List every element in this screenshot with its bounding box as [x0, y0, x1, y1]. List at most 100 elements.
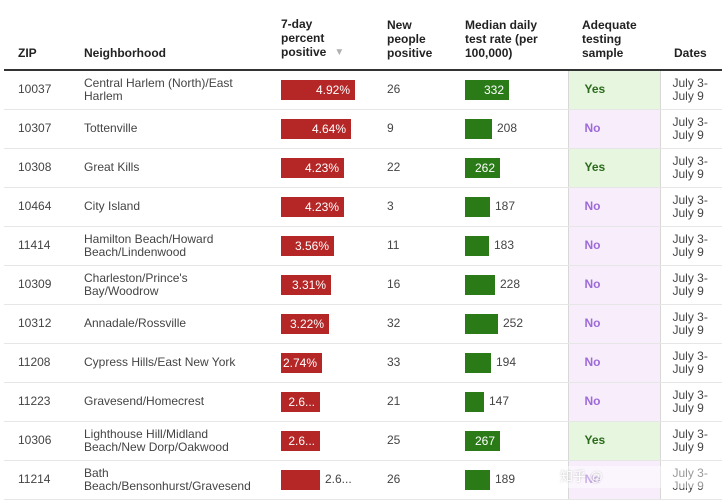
- percent-positive-label: 4.64%: [311, 121, 346, 136]
- table-row: 10309 Charleston/Prince's Bay/Woodrow 3.31%…: [4, 265, 722, 305]
- test-rate-cell: 228: [451, 265, 568, 305]
- percent-positive-bar: 4.92%: [281, 79, 355, 100]
- percent-positive-label: 3.31%: [291, 277, 326, 292]
- zip-value: 10306: [18, 433, 52, 447]
- header-row: ZIP Neighborhood 7-day percent positive ▼…: [4, 0, 722, 71]
- percent-positive-cell: 4.23%: [267, 148, 373, 188]
- header-neighborhood[interactable]: Neighborhood: [70, 0, 267, 71]
- adequate-sample-cell: No: [567, 109, 661, 149]
- adequate-sample-cell: No: [567, 187, 661, 227]
- adequate-sample-cell: No: [567, 304, 661, 344]
- header-percent-positive[interactable]: 7-day percent positive ▼: [267, 0, 373, 71]
- adequate-sample-value: No: [584, 355, 601, 369]
- test-rate-cell: 332: [451, 70, 568, 110]
- adequate-sample-cell: No: [567, 460, 661, 500]
- table-row: 10464 City Island 4.23% 3 187 No July 3- July 9: [4, 187, 722, 227]
- zip-value: 11414: [18, 238, 51, 252]
- zip-cell: 11214: [4, 460, 70, 500]
- dates-cell: July 3- July 9: [660, 382, 722, 422]
- test-rate-bar: [465, 352, 491, 373]
- new-positive-cell: 32: [373, 304, 451, 344]
- new-positive-cell: 22: [373, 148, 451, 188]
- test-rate-bar: [465, 469, 490, 490]
- zip-value: 10312: [18, 316, 52, 330]
- header-test-rate[interactable]: Median daily test rate (per 100,000): [451, 0, 568, 71]
- percent-positive-bar: 3.22%: [281, 313, 329, 334]
- adequate-sample-cell: Yes: [567, 148, 661, 188]
- date-start: July 3-: [672, 387, 708, 402]
- percent-positive-cell: 4.64%: [267, 109, 373, 149]
- test-rate-label: 147: [489, 394, 510, 408]
- test-rate-label: 252: [503, 316, 524, 330]
- zip-value: 10037: [18, 82, 52, 97]
- adequate-sample-value: No: [584, 199, 601, 213]
- test-rate-cell: 147: [451, 382, 568, 422]
- date-start: July 3-: [672, 426, 708, 441]
- neighborhood-cell: Central Harlem (North)/East Harlem: [70, 70, 267, 110]
- header-dates[interactable]: Dates: [660, 0, 722, 71]
- percent-positive-bar: 2.6...: [281, 391, 320, 412]
- new-positive-value: 25: [387, 433, 401, 447]
- test-rate-bar: [465, 235, 489, 256]
- test-rate-cell: 262: [451, 148, 568, 188]
- zip-cell: 11414: [4, 226, 70, 266]
- percent-positive-bar: 4.23%: [281, 196, 344, 217]
- new-positive-cell: 9: [373, 109, 451, 149]
- header-new-positive[interactable]: New people positive: [373, 0, 451, 71]
- test-rate-cell: 252: [451, 304, 568, 344]
- date-start: July 3-: [672, 309, 708, 324]
- zip-cell: 10307: [4, 109, 70, 149]
- adequate-sample-cell: Yes: [567, 70, 661, 110]
- adequate-sample-cell: No: [567, 226, 661, 266]
- percent-positive-bar: 2.74%: [281, 352, 322, 373]
- adequate-sample-cell: No: [567, 382, 661, 422]
- percent-positive-label: 3.22%: [289, 316, 324, 331]
- neighborhood-cell: Bath Beach/Bensonhurst/Gravesend: [70, 460, 267, 500]
- sort-descending-icon[interactable]: ▼: [334, 47, 345, 58]
- date-end: July 9: [672, 166, 704, 181]
- adequate-sample-cell: Yes: [567, 421, 661, 461]
- neighborhood-line1: Gravesend/Homecrest: [84, 394, 205, 408]
- date-start: July 3-: [672, 192, 708, 207]
- header-zip[interactable]: ZIP: [4, 0, 70, 71]
- zip-value: 11208: [18, 355, 51, 369]
- test-rate-label: 332: [483, 82, 504, 97]
- percent-positive-label: 4.23%: [304, 160, 339, 175]
- percent-positive-cell: 2.6...: [267, 421, 373, 461]
- percent-positive-cell: 2.74%: [267, 343, 373, 383]
- test-rate-cell: 267: [451, 421, 568, 461]
- percent-positive-bar: 4.23%: [281, 157, 344, 178]
- date-start: July 3-: [672, 231, 708, 246]
- date-start: July 3-: [672, 270, 708, 285]
- table-row: 10312 Annadale/Rossville 3.22% 32 252 No July …: [4, 304, 722, 344]
- neighborhood-cell: Charleston/Prince's Bay/Woodrow: [70, 265, 267, 305]
- dates-cell: July 3- July 9: [660, 109, 722, 149]
- test-rate-bar: [465, 313, 498, 334]
- header-adequate-sample[interactable]: Adequate testing sample: [568, 0, 660, 71]
- percent-positive-label: 2.74%: [282, 355, 317, 370]
- percent-positive-cell: 3.31%: [267, 265, 373, 305]
- neighborhood-cell: Hamilton Beach/Howard Beach/Lindenwood: [70, 226, 267, 266]
- new-positive-value: 26: [387, 472, 401, 486]
- test-rate-bar: 332: [465, 79, 509, 100]
- date-end: July 9: [672, 400, 704, 415]
- date-end: July 9: [672, 283, 704, 298]
- new-positive-value: 11: [387, 238, 400, 252]
- dates-cell: July 3- July 9: [660, 343, 722, 383]
- percent-positive-cell: 3.56%: [267, 226, 373, 266]
- neighborhood-line1: Lighthouse Hill/Midland: [84, 426, 209, 441]
- adequate-sample-cell: No: [567, 343, 661, 383]
- neighborhood-line1: Central Harlem (North)/East: [84, 75, 233, 90]
- neighborhood-line2: Bay/Woodrow: [84, 283, 159, 298]
- percent-positive-label: 4.92%: [315, 82, 350, 97]
- test-rate-cell: 187: [451, 187, 568, 227]
- table-row: 10306 Lighthouse Hill/Midland Beach/New Do…: [4, 421, 722, 461]
- test-rate-bar: [465, 274, 495, 295]
- dates-cell: July 3- July 9: [660, 148, 722, 188]
- date-end: July 9: [672, 361, 704, 376]
- neighborhood-line2: Beach/New Dorp/Oakwood: [84, 439, 229, 454]
- adequate-sample-value: No: [584, 472, 601, 486]
- zip-value: 10464: [18, 199, 52, 213]
- percent-positive-label: 4.23%: [304, 199, 339, 214]
- neighborhood-cell: Cypress Hills/East New York: [70, 343, 267, 383]
